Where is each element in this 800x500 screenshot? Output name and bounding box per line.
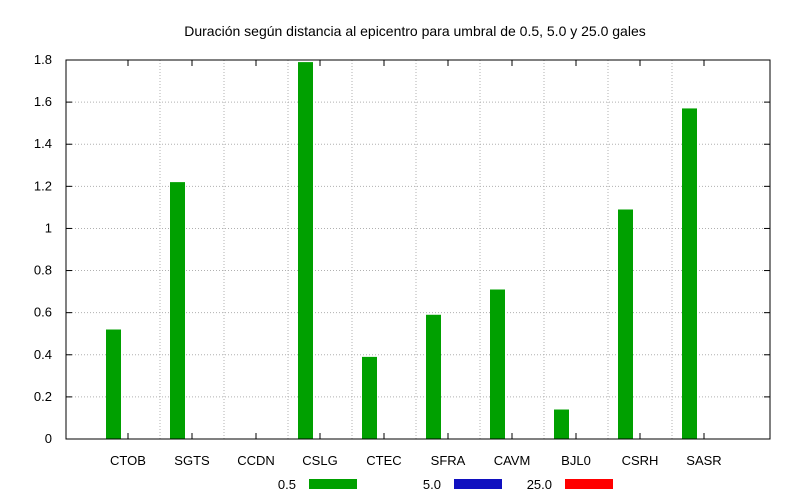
bar-0.5-SGTS bbox=[170, 182, 185, 439]
y-tick-label: 1.8 bbox=[34, 52, 52, 67]
y-tick-label: 1.6 bbox=[34, 94, 52, 109]
chart-title: Duración según distancia al epicentro pa… bbox=[184, 23, 646, 39]
x-tick-label: CAVM bbox=[494, 453, 531, 468]
x-tick-label: CSLG bbox=[302, 453, 337, 468]
x-tick-label: CCDN bbox=[237, 453, 275, 468]
x-tick-label: CTOB bbox=[110, 453, 146, 468]
x-tick-label: CSRH bbox=[622, 453, 659, 468]
bar-0.5-CSRH bbox=[618, 209, 633, 439]
bars bbox=[106, 62, 697, 439]
legend-swatch bbox=[454, 479, 502, 489]
plot-frame bbox=[65, 59, 771, 440]
bar-0.5-BJL0 bbox=[554, 409, 569, 439]
bar-0.5-CAVM bbox=[490, 289, 505, 439]
y-tick-label: 0 bbox=[45, 431, 52, 446]
legend-label: 0.5 bbox=[278, 477, 296, 492]
y-tick-label: 1.4 bbox=[34, 136, 52, 151]
x-tick-label: SFRA bbox=[431, 453, 466, 468]
bar-0.5-CTOB bbox=[106, 329, 121, 439]
x-tick-label: BJL0 bbox=[561, 453, 591, 468]
x-tick-label: SASR bbox=[686, 453, 721, 468]
x-axis: CTOB SGTS CCDN CSLG CTEC SFRA CAVM BJL0 CSRH SASR bbox=[110, 60, 722, 468]
y-tick-label: 0.4 bbox=[34, 347, 52, 362]
y-tick-label: 0.2 bbox=[34, 389, 52, 404]
y-tick-label: 0.8 bbox=[34, 263, 52, 278]
x-tick-label: CTEC bbox=[366, 453, 401, 468]
bar-0.5-CTEC bbox=[362, 356, 377, 439]
legend-swatch bbox=[309, 479, 357, 489]
legend-label: 5.0 bbox=[423, 477, 441, 492]
bar-0.5-SASR bbox=[682, 108, 697, 439]
y-tick-label: 1 bbox=[45, 220, 52, 235]
legend: 0.5 5.0 25.0 bbox=[278, 477, 613, 492]
legend-label: 25.0 bbox=[527, 477, 552, 492]
bar-0.5-CSLG bbox=[298, 62, 313, 439]
legend-swatch bbox=[565, 479, 613, 489]
y-tick-label: 0.6 bbox=[34, 305, 52, 320]
x-tick-label: SGTS bbox=[174, 453, 210, 468]
y-axis: 0 0.2 0.4 0.6 0.8 1 1.2 1.4 1.6 1.8 bbox=[34, 52, 770, 446]
bar-0.5-SFRA bbox=[426, 314, 441, 439]
y-tick-label: 1.2 bbox=[34, 178, 52, 193]
